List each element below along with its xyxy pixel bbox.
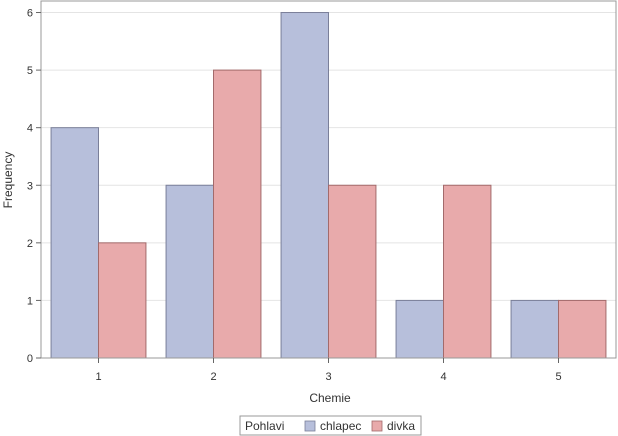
y-tick-label: 0 [27,353,33,365]
y-axis: 0 1 2 3 4 5 6 [27,8,41,365]
bar-chlapec-5 [510,299,559,359]
bar-divka-2 [213,69,262,359]
y-axis-label: Frequency [1,152,15,209]
bar-chlapec-3 [280,12,329,359]
legend-title: Pohlavi [245,419,284,433]
legend-swatch-chlapec [304,420,316,432]
bar-chlapec-4 [395,299,444,359]
legend-swatch-divka [371,420,383,432]
x-axis-label: Chemie [309,391,351,405]
y-tick-label: 2 [27,238,33,250]
y-tick-label: 1 [27,295,33,307]
legend-label-divka: divka [387,419,415,433]
y-tick-label: 4 [27,123,33,135]
bar-divka-4 [443,184,492,359]
legend-label-chlapec: chlapec [320,419,361,433]
x-tick-label: 1 [95,371,101,383]
bar-divka-3 [328,184,377,359]
legend: Pohlavi chlapec divka [239,415,422,436]
bar-chlapec-1 [50,127,99,359]
bar-chlapec-2 [165,184,214,359]
x-tick-label: 3 [325,371,331,383]
x-axis: 1 2 3 4 5 [95,358,562,383]
x-tick-label: 2 [210,371,216,383]
bar-divka-5 [558,299,607,359]
bars [50,12,607,359]
y-tick-label: 6 [27,8,33,20]
y-tick-label: 3 [27,180,33,192]
x-tick-label: 4 [440,371,446,383]
y-tick-label: 5 [27,65,33,77]
bar-divka-1 [98,242,147,359]
x-tick-label: 5 [555,371,561,383]
